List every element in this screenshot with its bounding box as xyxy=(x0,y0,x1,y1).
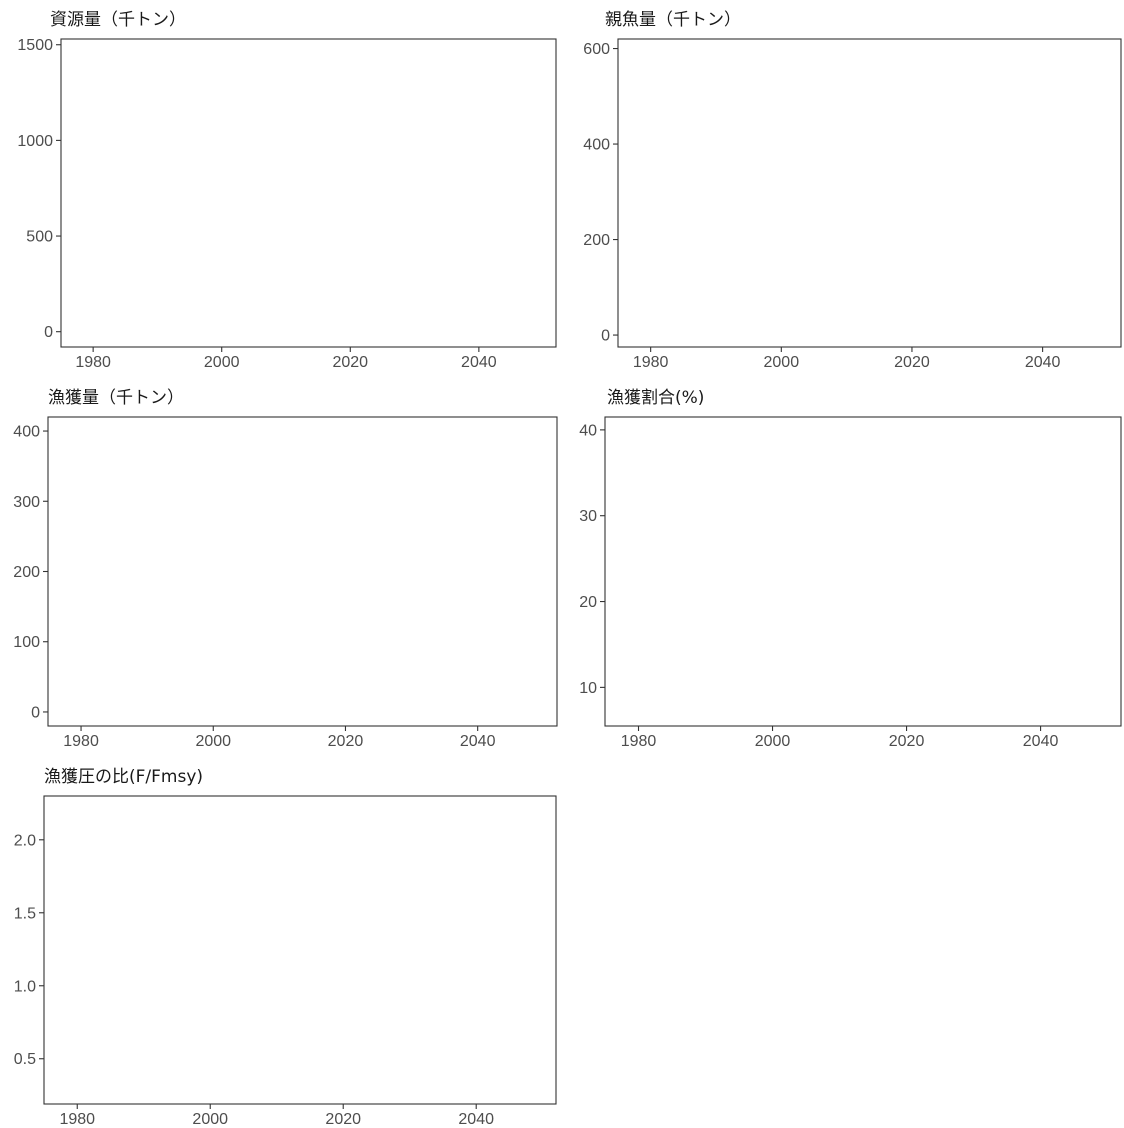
y-tick-label: 0.5 xyxy=(14,1051,36,1068)
plot-frame xyxy=(43,795,557,1105)
plot-frame xyxy=(604,416,1122,727)
panel-catch: 漁獲量（千トン） 1980 2000 2020 2040 0 100 200 300 400 xyxy=(13,388,558,750)
panel-f-ratio: 漁獲圧の比(F/Fmsy) 1980 2000 2020 2040 0.5 1.0 1.5 2… xyxy=(14,767,557,1128)
panel-title: 漁獲量（千トン） xyxy=(48,388,184,408)
y-tick-label: 0 xyxy=(601,328,610,345)
y-tick-label: 40 xyxy=(579,422,597,439)
plot-frame xyxy=(60,38,557,348)
x-tick-label: 2000 xyxy=(195,733,231,750)
y-tick-label: 0 xyxy=(44,324,53,341)
x-tick-label: 2020 xyxy=(328,733,364,750)
y-tick-label: 600 xyxy=(583,41,610,58)
x-tick-label: 2020 xyxy=(894,354,930,371)
y-tick-label: 30 xyxy=(579,508,597,525)
x-tick-label: 2040 xyxy=(458,1111,494,1128)
plot-frame xyxy=(47,416,558,727)
x-tick-label: 1980 xyxy=(63,733,99,750)
y-tick-label: 1.0 xyxy=(14,978,36,995)
panel-biomass: 資源量（千トン） 1980 2000 2020 2040 0 500 1000 1500 xyxy=(17,10,557,371)
y-tick-label: 100 xyxy=(13,634,40,651)
x-tick-label: 2040 xyxy=(1023,733,1059,750)
y-tick-label: 400 xyxy=(583,137,610,154)
x-tick-label: 1980 xyxy=(75,354,111,371)
y-tick-label: 500 xyxy=(26,229,53,246)
x-tick-label: 2040 xyxy=(461,354,497,371)
y-tick-label: 300 xyxy=(13,494,40,511)
x-tick-label: 2000 xyxy=(755,733,791,750)
x-tick-label: 1980 xyxy=(59,1111,95,1128)
x-tick-label: 1980 xyxy=(621,733,657,750)
panel-title: 資源量（千トン） xyxy=(50,10,186,30)
y-tick-label: 20 xyxy=(579,594,597,611)
panel-spawning-biomass: 親魚量（千トン） 1980 2000 2020 2040 0 200 400 600 xyxy=(583,10,1122,371)
y-tick-label: 400 xyxy=(13,424,40,441)
y-tick-label: 10 xyxy=(579,680,597,697)
y-tick-label: 200 xyxy=(13,564,40,581)
panel-title: 漁獲割合(%) xyxy=(607,388,704,408)
x-tick-label: 2020 xyxy=(889,733,925,750)
x-tick-label: 2000 xyxy=(204,354,240,371)
y-tick-label: 200 xyxy=(583,232,610,249)
x-tick-label: 1980 xyxy=(633,354,669,371)
x-tick-label: 2000 xyxy=(764,354,800,371)
panel-exploitation-rate: 漁獲割合(%) 1980 2000 2020 2040 10 20 30 40 xyxy=(579,388,1122,750)
x-tick-label: 2040 xyxy=(1025,354,1061,371)
y-tick-label: 0 xyxy=(31,704,40,721)
y-tick-label: 2.0 xyxy=(14,832,36,849)
x-tick-label: 2000 xyxy=(192,1111,228,1128)
y-tick-label: 1500 xyxy=(17,37,53,54)
panel-title: 漁獲圧の比(F/Fmsy) xyxy=(44,767,203,787)
plot-frame xyxy=(617,38,1122,348)
x-tick-label: 2020 xyxy=(325,1111,361,1128)
x-tick-label: 2020 xyxy=(332,354,368,371)
y-tick-label: 1000 xyxy=(17,133,53,150)
x-tick-label: 2040 xyxy=(460,733,496,750)
y-tick-label: 1.5 xyxy=(14,905,36,922)
panel-title: 親魚量（千トン） xyxy=(605,10,741,30)
